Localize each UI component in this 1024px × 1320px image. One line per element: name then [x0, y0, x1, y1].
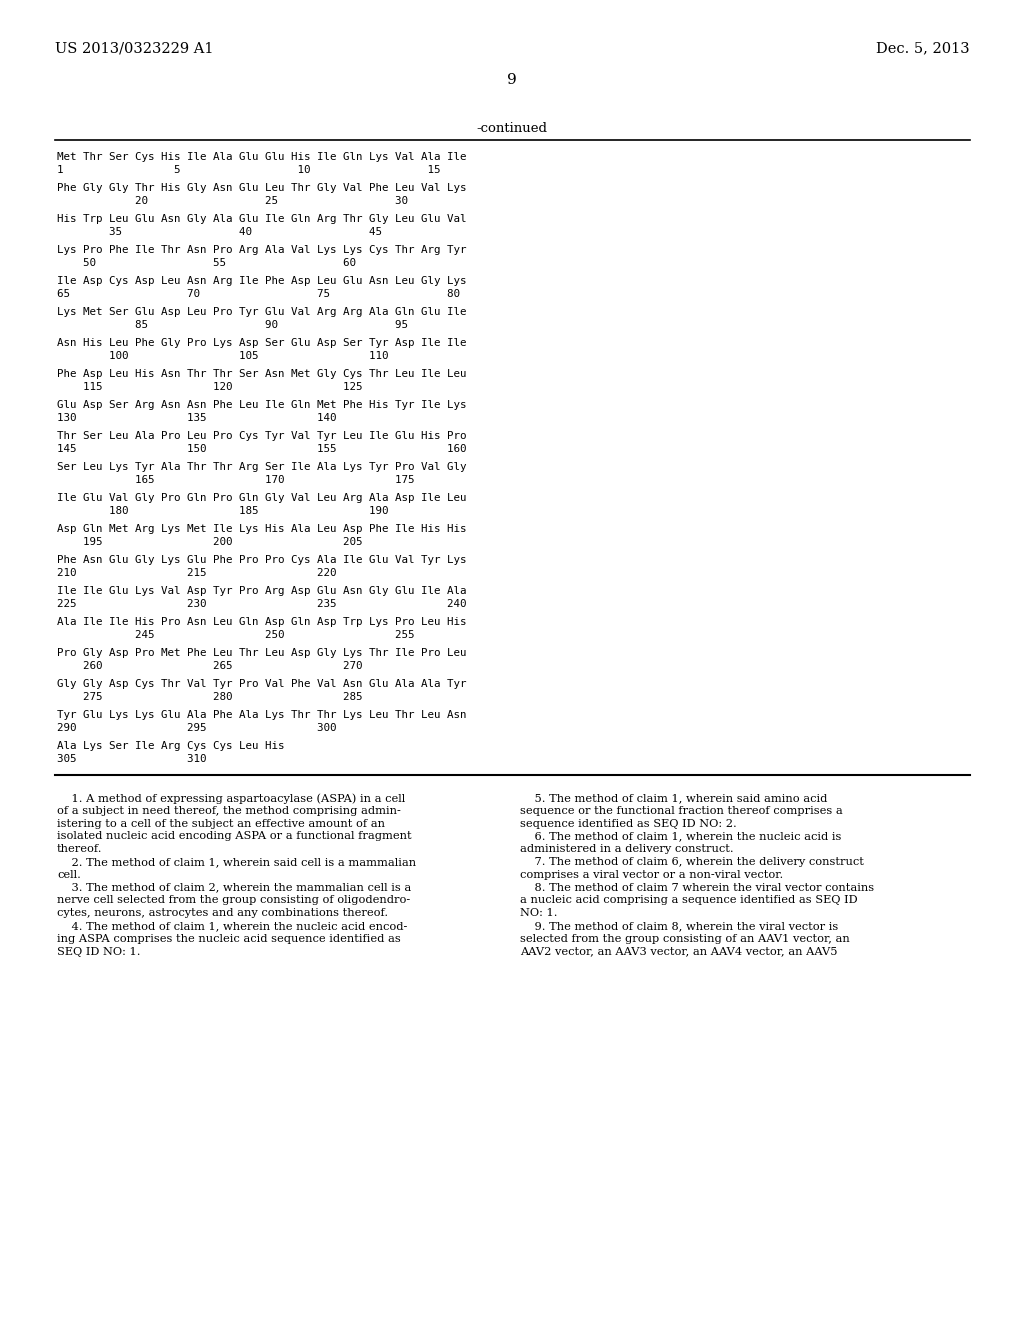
Text: 130                 135                 140: 130 135 140	[57, 413, 337, 422]
Text: isolated nucleic acid encoding ASPA or a functional fragment: isolated nucleic acid encoding ASPA or a…	[57, 832, 412, 841]
Text: Ala Ile Ile His Pro Asn Leu Gln Asp Gln Asp Trp Lys Pro Leu His: Ala Ile Ile His Pro Asn Leu Gln Asp Gln …	[57, 616, 467, 627]
Text: Tyr Glu Lys Lys Glu Ala Phe Ala Lys Thr Thr Lys Leu Thr Leu Asn: Tyr Glu Lys Lys Glu Ala Phe Ala Lys Thr …	[57, 710, 467, 719]
Text: sequence or the functional fraction thereof comprises a: sequence or the functional fraction ther…	[520, 805, 843, 816]
Text: 275                 280                 285: 275 280 285	[57, 692, 362, 702]
Text: Glu Asp Ser Arg Asn Asn Phe Leu Ile Gln Met Phe His Tyr Ile Lys: Glu Asp Ser Arg Asn Asn Phe Leu Ile Gln …	[57, 400, 467, 411]
Text: NO: 1.: NO: 1.	[520, 908, 557, 919]
Text: Gly Gly Asp Cys Thr Val Tyr Pro Val Phe Val Asn Glu Ala Ala Tyr: Gly Gly Asp Cys Thr Val Tyr Pro Val Phe …	[57, 678, 467, 689]
Text: 195                 200                 205: 195 200 205	[57, 537, 362, 546]
Text: 210                 215                 220: 210 215 220	[57, 568, 337, 578]
Text: 5. The method of claim 1, wherein said amino acid: 5. The method of claim 1, wherein said a…	[520, 793, 827, 803]
Text: 8. The method of claim 7 wherein the viral vector contains: 8. The method of claim 7 wherein the vir…	[520, 883, 874, 892]
Text: 65                  70                  75                  80: 65 70 75 80	[57, 289, 460, 300]
Text: 50                  55                  60: 50 55 60	[57, 257, 356, 268]
Text: Ala Lys Ser Ile Arg Cys Cys Leu His: Ala Lys Ser Ile Arg Cys Cys Leu His	[57, 741, 285, 751]
Text: a nucleic acid comprising a sequence identified as SEQ ID: a nucleic acid comprising a sequence ide…	[520, 895, 858, 906]
Text: AAV2 vector, an AAV3 vector, an AAV4 vector, an AAV5: AAV2 vector, an AAV3 vector, an AAV4 vec…	[520, 946, 838, 957]
Text: His Trp Leu Glu Asn Gly Ala Glu Ile Gln Arg Thr Gly Leu Glu Val: His Trp Leu Glu Asn Gly Ala Glu Ile Gln …	[57, 214, 467, 224]
Text: of a subject in need thereof, the method comprising admin-: of a subject in need thereof, the method…	[57, 805, 400, 816]
Text: 245                 250                 255: 245 250 255	[57, 630, 415, 640]
Text: Phe Asp Leu His Asn Thr Thr Ser Asn Met Gly Cys Thr Leu Ile Leu: Phe Asp Leu His Asn Thr Thr Ser Asn Met …	[57, 370, 467, 379]
Text: comprises a viral vector or a non-viral vector.: comprises a viral vector or a non-viral …	[520, 870, 783, 880]
Text: 9. The method of claim 8, wherein the viral vector is: 9. The method of claim 8, wherein the vi…	[520, 921, 839, 931]
Text: Dec. 5, 2013: Dec. 5, 2013	[877, 41, 970, 55]
Text: 165                 170                 175: 165 170 175	[57, 475, 415, 484]
Text: cytes, neurons, astrocytes and any combinations thereof.: cytes, neurons, astrocytes and any combi…	[57, 908, 388, 919]
Text: Ile Ile Glu Lys Val Asp Tyr Pro Arg Asp Glu Asn Gly Glu Ile Ala: Ile Ile Glu Lys Val Asp Tyr Pro Arg Asp …	[57, 586, 467, 597]
Text: 9: 9	[507, 73, 517, 87]
Text: Ile Glu Val Gly Pro Gln Pro Gln Gly Val Leu Arg Ala Asp Ile Leu: Ile Glu Val Gly Pro Gln Pro Gln Gly Val …	[57, 492, 467, 503]
Text: 115                 120                 125: 115 120 125	[57, 381, 362, 392]
Text: nerve cell selected from the group consisting of oligodendro-: nerve cell selected from the group consi…	[57, 895, 411, 906]
Text: -continued: -continued	[476, 121, 548, 135]
Text: 7. The method of claim 6, wherein the delivery construct: 7. The method of claim 6, wherein the de…	[520, 857, 864, 867]
Text: Asn His Leu Phe Gly Pro Lys Asp Ser Glu Asp Ser Tyr Asp Ile Ile: Asn His Leu Phe Gly Pro Lys Asp Ser Glu …	[57, 338, 467, 348]
Text: Met Thr Ser Cys His Ile Ala Glu Glu His Ile Gln Lys Val Ala Ile: Met Thr Ser Cys His Ile Ala Glu Glu His …	[57, 152, 467, 162]
Text: 4. The method of claim 1, wherein the nucleic acid encod-: 4. The method of claim 1, wherein the nu…	[57, 921, 408, 931]
Text: 145                 150                 155                 160: 145 150 155 160	[57, 444, 467, 454]
Text: 290                 295                 300: 290 295 300	[57, 723, 337, 733]
Text: thereof.: thereof.	[57, 845, 102, 854]
Text: 20                  25                  30: 20 25 30	[57, 195, 408, 206]
Text: selected from the group consisting of an AAV1 vector, an: selected from the group consisting of an…	[520, 933, 850, 944]
Text: 1                 5                  10                  15: 1 5 10 15	[57, 165, 440, 176]
Text: administered in a delivery construct.: administered in a delivery construct.	[520, 845, 733, 854]
Text: 260                 265                 270: 260 265 270	[57, 661, 362, 671]
Text: 180                 185                 190: 180 185 190	[57, 506, 388, 516]
Text: 3. The method of claim 2, wherein the mammalian cell is a: 3. The method of claim 2, wherein the ma…	[57, 883, 412, 892]
Text: sequence identified as SEQ ID NO: 2.: sequence identified as SEQ ID NO: 2.	[520, 818, 736, 829]
Text: 225                 230                 235                 240: 225 230 235 240	[57, 599, 467, 609]
Text: SEQ ID NO: 1.: SEQ ID NO: 1.	[57, 946, 140, 957]
Text: 6. The method of claim 1, wherein the nucleic acid is: 6. The method of claim 1, wherein the nu…	[520, 832, 842, 841]
Text: Lys Met Ser Glu Asp Leu Pro Tyr Glu Val Arg Arg Ala Gln Glu Ile: Lys Met Ser Glu Asp Leu Pro Tyr Glu Val …	[57, 308, 467, 317]
Text: US 2013/0323229 A1: US 2013/0323229 A1	[55, 41, 213, 55]
Text: 85                  90                  95: 85 90 95	[57, 319, 408, 330]
Text: Thr Ser Leu Ala Pro Leu Pro Cys Tyr Val Tyr Leu Ile Glu His Pro: Thr Ser Leu Ala Pro Leu Pro Cys Tyr Val …	[57, 432, 467, 441]
Text: Phe Gly Gly Thr His Gly Asn Glu Leu Thr Gly Val Phe Leu Val Lys: Phe Gly Gly Thr His Gly Asn Glu Leu Thr …	[57, 183, 467, 193]
Text: Ile Asp Cys Asp Leu Asn Arg Ile Phe Asp Leu Glu Asn Leu Gly Lys: Ile Asp Cys Asp Leu Asn Arg Ile Phe Asp …	[57, 276, 467, 286]
Text: 1. A method of expressing aspartoacylase (ASPA) in a cell: 1. A method of expressing aspartoacylase…	[57, 793, 406, 804]
Text: cell.: cell.	[57, 870, 81, 880]
Text: 305                 310: 305 310	[57, 754, 207, 764]
Text: 35                  40                  45: 35 40 45	[57, 227, 382, 238]
Text: istering to a cell of the subject an effective amount of an: istering to a cell of the subject an eff…	[57, 818, 385, 829]
Text: ing ASPA comprises the nucleic acid sequence identified as: ing ASPA comprises the nucleic acid sequ…	[57, 933, 400, 944]
Text: Lys Pro Phe Ile Thr Asn Pro Arg Ala Val Lys Lys Cys Thr Arg Tyr: Lys Pro Phe Ile Thr Asn Pro Arg Ala Val …	[57, 246, 467, 255]
Text: 2. The method of claim 1, wherein said cell is a mammalian: 2. The method of claim 1, wherein said c…	[57, 857, 416, 867]
Text: Pro Gly Asp Pro Met Phe Leu Thr Leu Asp Gly Lys Thr Ile Pro Leu: Pro Gly Asp Pro Met Phe Leu Thr Leu Asp …	[57, 648, 467, 657]
Text: 100                 105                 110: 100 105 110	[57, 351, 388, 360]
Text: Ser Leu Lys Tyr Ala Thr Thr Arg Ser Ile Ala Lys Tyr Pro Val Gly: Ser Leu Lys Tyr Ala Thr Thr Arg Ser Ile …	[57, 462, 467, 473]
Text: Phe Asn Glu Gly Lys Glu Phe Pro Pro Cys Ala Ile Glu Val Tyr Lys: Phe Asn Glu Gly Lys Glu Phe Pro Pro Cys …	[57, 554, 467, 565]
Text: Asp Gln Met Arg Lys Met Ile Lys His Ala Leu Asp Phe Ile His His: Asp Gln Met Arg Lys Met Ile Lys His Ala …	[57, 524, 467, 535]
